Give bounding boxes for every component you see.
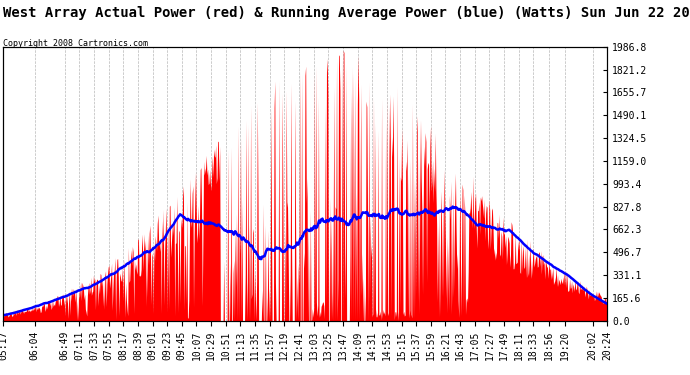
Text: West Array Actual Power (red) & Running Average Power (blue) (Watts) Sun Jun 22 : West Array Actual Power (red) & Running … (3, 6, 690, 20)
Text: Copyright 2008 Cartronics.com: Copyright 2008 Cartronics.com (3, 39, 148, 48)
